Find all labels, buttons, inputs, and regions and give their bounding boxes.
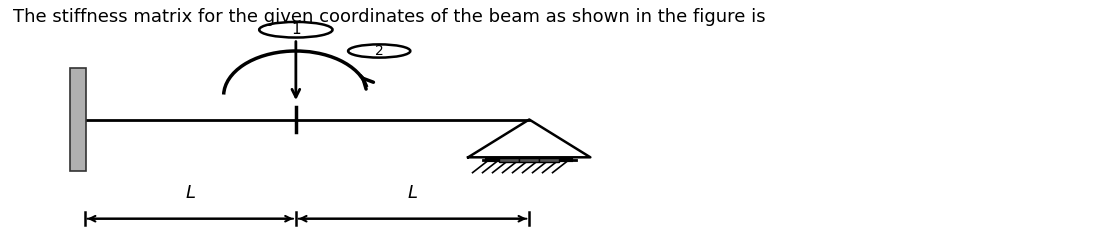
- Text: L: L: [185, 184, 195, 202]
- Bar: [539, 158, 559, 162]
- Text: L: L: [408, 184, 418, 202]
- Text: 2: 2: [374, 44, 383, 58]
- Text: The stiffness matrix for the given coordinates of the beam as shown in the figur: The stiffness matrix for the given coord…: [12, 8, 765, 27]
- Text: 1: 1: [291, 22, 301, 37]
- Bar: [519, 158, 539, 162]
- Bar: [70, 68, 86, 171]
- Bar: [499, 158, 519, 162]
